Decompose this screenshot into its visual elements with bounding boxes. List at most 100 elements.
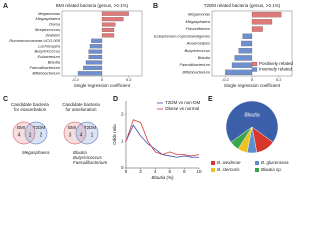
x-tick-label: 10 <box>196 169 202 174</box>
x-tick-label: 8 <box>183 169 186 174</box>
bar <box>231 62 253 68</box>
legend-label: Inversely related <box>259 67 293 72</box>
x-axis-label: Blautia (%) <box>151 175 174 180</box>
bar <box>251 26 263 32</box>
venn-count: 4 <box>80 132 83 138</box>
category-label: Blautia <box>198 55 211 60</box>
set-label: BMI <box>17 125 25 130</box>
x-tick-label: 0.2 <box>126 77 132 82</box>
category-label: Blautia <box>48 60 61 65</box>
x-tick-label: 6 <box>169 169 172 174</box>
legend-label: B. glucerasea <box>261 160 289 165</box>
x-tick-label: -0.2 <box>72 77 80 82</box>
category-label: Eubacterium <box>38 54 61 59</box>
venn-title: Candidate bacteria <box>62 102 100 107</box>
bar <box>101 17 124 22</box>
x-tick-label: 0.2 <box>276 77 282 82</box>
category-label: Megasphaera <box>36 16 61 21</box>
x-axis-label: Single regression coefficient <box>74 83 131 88</box>
member: Butyricicoccus <box>73 155 103 160</box>
bar <box>101 27 115 32</box>
legend-swatch <box>251 61 258 67</box>
series-line <box>125 119 200 157</box>
venn-title: for amelioration <box>65 107 97 112</box>
venn-circle <box>63 121 87 145</box>
bar <box>89 44 103 49</box>
category-label: Faecalibacterium <box>30 65 61 70</box>
bar <box>83 65 103 70</box>
series-line <box>125 124 199 158</box>
bar <box>91 38 103 43</box>
category-label: Butyricicoccus <box>34 49 60 54</box>
figure: A BMI related bacteria (genus, >0.1%) Mega… <box>3 3 294 180</box>
x-tick-label: 0 <box>101 77 104 82</box>
venn-count: 1 <box>29 132 32 138</box>
legend-label: Blautia sp. <box>261 167 282 172</box>
bar <box>88 55 103 60</box>
category-label: Flavonifractor <box>186 26 211 31</box>
category-label: Eubacterium.coprostanoligenes <box>154 33 210 38</box>
panel-label: B <box>153 3 158 10</box>
venn-count: 4 <box>18 132 21 138</box>
venn-circle <box>24 121 48 145</box>
category-label: Ruminococcaceae.UCG.005 <box>9 38 60 43</box>
category-label: Bifidobacterium <box>182 69 210 74</box>
legend-swatch <box>211 168 215 172</box>
x-tick-label: 2 <box>139 169 142 174</box>
bar <box>101 22 116 27</box>
set-label: T2DM <box>33 125 46 130</box>
bar <box>251 11 282 18</box>
venn-count: 2 <box>40 132 43 138</box>
pie-slice <box>225 100 279 143</box>
pie-slice <box>230 126 253 150</box>
venn-count: 3 <box>69 132 72 138</box>
legend-label: Obese vs normal <box>165 106 199 111</box>
set-label: BMI <box>68 125 76 130</box>
legend-label: Positively related <box>259 61 294 66</box>
category-label: Butyricicoccus <box>184 48 210 53</box>
set-label: T2DM <box>84 125 97 130</box>
category-label: Anaerostipes <box>186 41 210 46</box>
legend-label: T2DM vs non-DM <box>165 100 201 105</box>
bar <box>88 49 103 54</box>
legend-swatch <box>255 161 259 165</box>
category-label: Dorea <box>49 22 61 27</box>
category-label: Megamonas <box>38 11 60 16</box>
x-tick-label: 0 <box>251 77 254 82</box>
bar <box>234 55 253 61</box>
member: Faecalibacterium <box>73 160 108 165</box>
venn-title: Candidate bacteria <box>11 102 49 107</box>
bar <box>77 71 103 76</box>
bar <box>242 33 253 39</box>
y-tick-label: 1 <box>121 138 124 143</box>
venn-circle <box>12 121 36 145</box>
y-tick-label: 2 <box>121 112 124 117</box>
x-tick-label: 4 <box>154 169 157 174</box>
category-label: Streptococcus <box>35 27 60 32</box>
bar <box>238 48 253 54</box>
legend-swatch <box>255 168 259 172</box>
bar <box>85 60 103 65</box>
category-label: Faecalibacterium <box>180 62 211 67</box>
x-tick-label: -0.2 <box>222 77 230 82</box>
y-axis-label: Odds ratio <box>112 124 117 145</box>
category-label: Bifidobacterium <box>32 70 60 75</box>
member: Blautia <box>73 150 87 155</box>
category-label: Megasphaera <box>186 19 211 24</box>
legend-swatch <box>251 67 258 72</box>
category-label: Dialister <box>46 32 61 37</box>
category-label: Megamonas <box>188 12 210 17</box>
x-tick-label: 0 <box>125 169 128 174</box>
panel-label: A <box>3 3 8 10</box>
member: Megasphaera <box>22 150 50 155</box>
chart-title: BMI related bacteria (genus, >0.1%) <box>56 3 129 8</box>
panel-label: E <box>208 96 213 103</box>
x-axis-label: Single regression coefficient <box>224 83 281 88</box>
y-tick-label: 0 <box>121 165 124 170</box>
bar <box>251 19 273 25</box>
slice-label: Blautia <box>244 113 260 119</box>
category-label: Lachnospira <box>38 43 61 48</box>
bar <box>241 40 253 47</box>
chart-title: T2DM related bacteria (genus, >0.1%) <box>204 3 281 8</box>
bar <box>101 11 129 16</box>
